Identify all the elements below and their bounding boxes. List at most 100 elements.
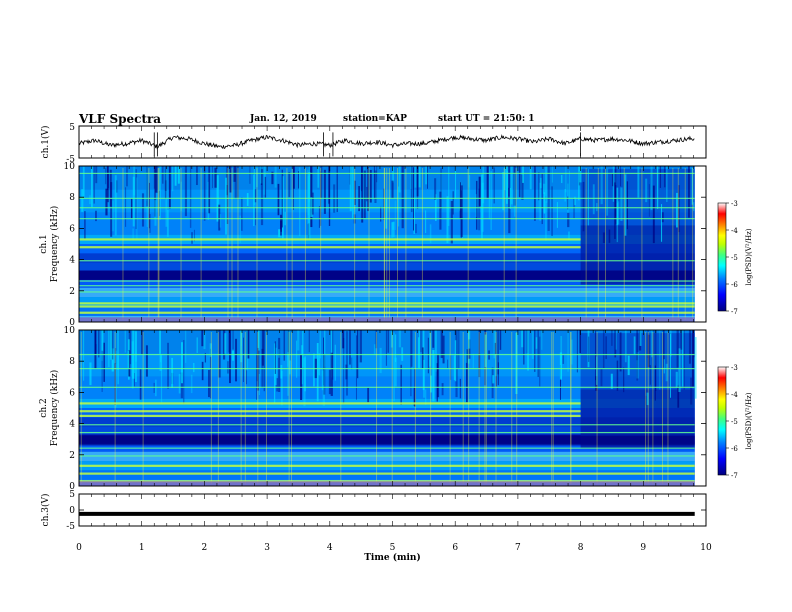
ch2-spectrogram-streak [193,362,195,373]
ch1-spectrogram-streak [482,166,485,204]
ch1-spectrogram-streak [693,202,695,211]
ch2-spectrogram-streak [587,330,590,368]
ch1-spectrogram-tone [79,218,695,220]
ch2-spectrogram-ylabel: Frequency (kHz) [49,370,60,447]
ch2-spectrogram-streak [98,330,100,358]
ch1-spectrogram-ytick-label: 6 [69,224,75,234]
ch1-spectrogram-streak [299,167,301,237]
ch1-spectrogram-spike [605,168,607,320]
ch1-spectrogram-spike [148,168,150,320]
ch1-spectrogram-streak [229,166,232,193]
ch2-spectrogram-streak [610,373,613,389]
ch2-spectrogram-streak [579,330,581,354]
ch1-spectrogram-streak [155,166,158,193]
ch1-spectrogram-streak [410,166,413,190]
ch1-spectrogram-streak [556,202,558,228]
ch2-spectrogram-streak [436,354,440,398]
ch1-spectrogram-streak [196,166,198,186]
ch1-spectrogram-streak [660,204,663,242]
ch2-spectrogram-streak [155,379,157,397]
ch2-spectrogram-streak [349,330,351,365]
ch1-spectrogram-streak [578,166,580,201]
ch1-spectrogram-streak [543,192,546,214]
ch1-spectrogram-tone [79,302,695,305]
ch2-spectrogram-streak [662,330,665,368]
ch1-spectrogram-streak [239,215,241,243]
ch1-spectrogram-streak [551,186,553,237]
ch2-spectrogram-streak [645,395,647,406]
ch2-spectrogram-streak [468,339,471,359]
ch1-spectrogram-band [79,297,695,307]
ch1-spectrogram-streak [398,166,401,193]
ch1-spectrogram-streak [394,200,396,230]
ch2-spectrogram-streak [559,352,563,380]
ch2-spectrogram-streak [466,349,468,403]
ch2-spectrogram-streak [693,330,695,358]
ch2-spectrogram-streak [421,347,424,369]
ch1-spectrogram-streak [652,185,655,244]
ch1-spectrogram-streak [164,180,167,191]
ch1-spectrogram-spike [677,168,679,320]
ch2-spectrogram-streak [659,330,661,390]
ch1-spectrogram-streak [318,206,320,228]
ch2-spectrogram-streak [328,369,331,395]
ch1-spectrogram-streak [592,184,595,215]
ch2-colorbar [717,366,727,476]
ch2-spectrogram-streak [587,336,590,362]
ch1-spectrogram-streak [125,187,127,227]
ch2-spectrogram-streak [297,330,300,351]
ch2-spectrogram-streak [296,340,298,378]
ch2-spectrogram-streak [324,330,326,367]
ch2-spectrogram-tone [79,464,695,467]
ch2-spectrogram-streak [647,334,650,368]
ch1-spectrogram-streak [146,166,148,207]
ch2-spectrogram-streak [527,330,529,371]
ch2-spectrogram-streak [468,330,471,349]
ch1-spectrogram-streak [455,169,457,199]
ch1-spectrogram-streak [130,198,133,219]
ch1-spectrogram-streak [149,214,151,233]
ch1-trace [78,134,695,150]
ch1-spectrogram-streak [508,187,511,234]
ch1-spectrogram-streak [614,182,616,239]
x-axis-label: Time (min) [364,552,421,563]
ch2-spectrogram-late-region-upper [580,333,695,390]
ch1-spectrogram-streak [114,175,117,236]
ch2-spectrogram-streak [261,330,264,366]
ch2-spectrogram-spike [645,332,647,484]
ch2-spectrogram-spike [667,332,669,484]
ch1-spectrogram-tone [79,246,581,249]
ch2-spectrogram-band [79,408,695,418]
ch2-spectrogram-streak [398,330,402,348]
ch2-spectrogram-streak [243,337,244,383]
ch2-spectrogram-streak [465,349,468,363]
ch2-spectrogram-streak [127,350,130,369]
ch1-ytick-label: 5 [69,123,75,133]
ch1-spectrogram-streak [488,166,490,220]
ch2-spectrogram-streak [654,365,656,401]
x-tick-label: 3 [264,543,270,553]
ch1-spectrogram-streak [249,166,251,184]
ch1-spectrogram-streak [298,171,299,189]
ch2-spectrogram-streak [128,330,132,365]
ch1-spectrogram-spike [122,168,124,320]
ch2-spectrogram-spike [430,332,432,484]
ch1-spectrogram-band [79,262,695,271]
ch2-spectrogram-streak [450,355,452,380]
ch2-spectrogram-streak [322,354,325,406]
ch2-spectrogram-streak [301,345,303,385]
ch2-spectrogram-streak [375,330,378,349]
ch1-spectrogram-streak [415,223,417,234]
ch2-spectrogram-streak [124,330,126,353]
ch1-spectrogram-band [79,306,695,316]
ch2-spectrogram-streak [602,330,605,369]
ch1-spectrogram-streak [450,200,453,244]
ch2-spectrogram-streak [453,355,456,381]
ch1-spectrogram-streak [193,229,195,242]
ch2-spectrogram-spike [114,332,116,484]
ch2-spectrogram-streak [278,337,281,392]
ch1-spectrogram-streak [475,194,477,218]
ch2-spectrogram-tone [79,368,695,370]
ch1-spectrogram-tone [79,260,695,262]
ch1-spectrogram-streak [602,232,606,244]
